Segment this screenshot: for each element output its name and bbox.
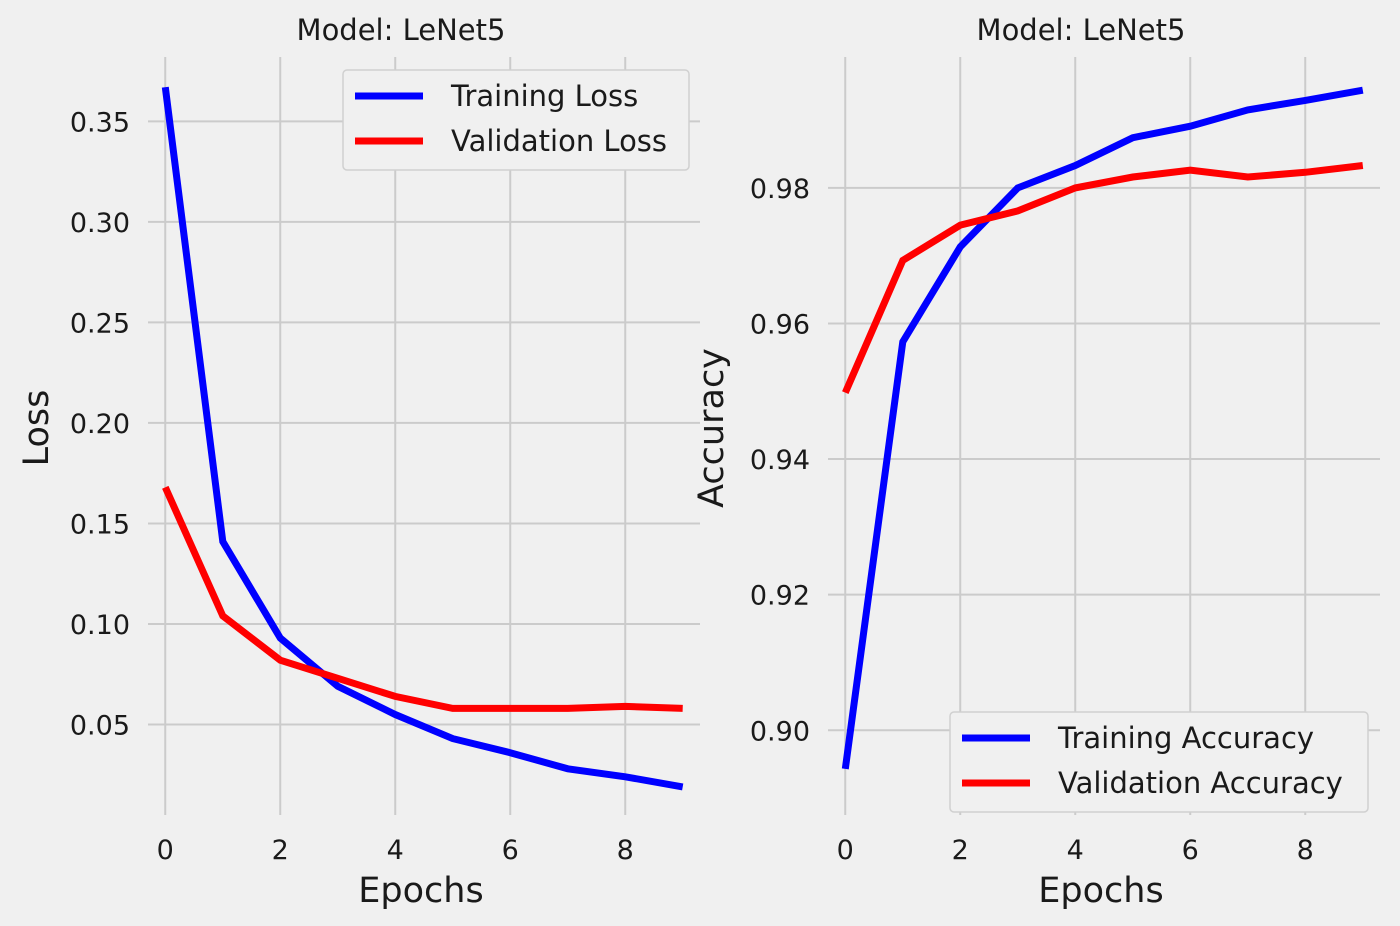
loss-y-tick-label: 0.05 (70, 711, 130, 742)
accuracy-x-tick-label: 2 (952, 835, 969, 866)
loss-x-tick-label: 2 (272, 835, 289, 866)
loss-x-tick-label: 8 (617, 835, 634, 866)
loss-grid (148, 57, 700, 815)
accuracy-series-validation-line (842, 162, 1364, 394)
loss-legend: Training Loss Validation Loss (342, 69, 690, 171)
loss-y-tick-label: 0.35 (70, 107, 130, 138)
accuracy-x-tick-label: 0 (837, 835, 854, 866)
accuracy-y-tick-label: 0.98 (750, 174, 810, 205)
loss-chart: 0 2 4 6 8 0.05 0.10 0.15 0.20 0.25 0.30 0.35 Model: … (17, 13, 700, 911)
loss-y-tick-label: 0.30 (70, 208, 130, 239)
accuracy-y-tick-label: 0.92 (750, 581, 810, 612)
accuracy-legend-label-validation: Validation Accuracy (1058, 766, 1343, 800)
loss-series-validation-line (162, 485, 683, 712)
accuracy-legend-label-training: Training Accuracy (1057, 721, 1314, 755)
accuracy-chart-title: Model: LeNet5 (977, 13, 1186, 47)
loss-y-tick-label: 0.20 (70, 409, 130, 440)
accuracy-legend-box (949, 711, 1369, 813)
loss-x-axis-label: Epochs (358, 871, 483, 911)
loss-chart-title: Model: LeNet5 (297, 13, 506, 47)
loss-x-tick-label: 0 (157, 835, 174, 866)
accuracy-x-tick-label: 8 (1297, 835, 1314, 866)
accuracy-y-axis-label: Accuracy (692, 348, 732, 508)
loss-y-tick-label: 0.15 (70, 509, 130, 540)
accuracy-x-tick-label: 6 (1182, 835, 1199, 866)
loss-legend-box (342, 69, 690, 171)
loss-legend-label-training: Training Loss (450, 79, 638, 113)
loss-x-tick-label: 6 (502, 835, 519, 866)
loss-y-tick-label: 0.25 (70, 308, 130, 339)
accuracy-x-tick-label: 4 (1067, 835, 1084, 866)
loss-y-axis-label: Loss (17, 390, 57, 467)
accuracy-x-axis-label: Epochs (1038, 871, 1163, 911)
accuracy-y-tick-label: 0.94 (750, 445, 810, 476)
accuracy-legend: Training Accuracy Validation Accuracy (949, 711, 1369, 813)
accuracy-y-tick-label: 0.90 (750, 716, 810, 747)
accuracy-y-tick-label: 0.96 (750, 309, 810, 340)
loss-legend-label-validation: Validation Loss (451, 124, 667, 158)
loss-series-training-line (161, 86, 684, 791)
loss-x-tick-label: 4 (387, 835, 404, 866)
loss-y-tick-label: 0.10 (70, 610, 130, 641)
accuracy-series-training-line (841, 86, 1364, 770)
accuracy-chart: 0 2 4 6 8 0.90 0.92 0.94 0.96 0.98 Model: LeNet5 Ep… (692, 13, 1380, 911)
